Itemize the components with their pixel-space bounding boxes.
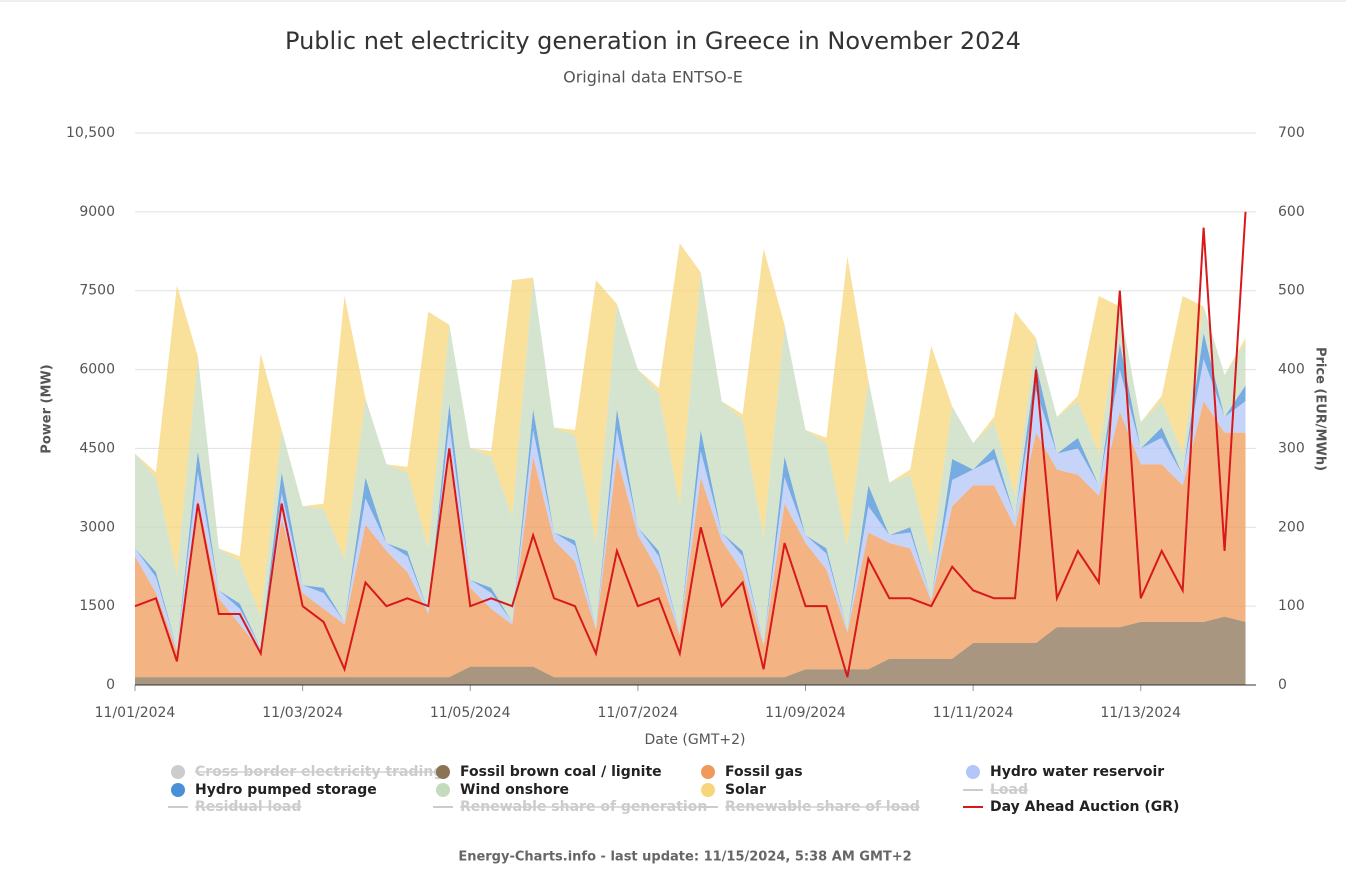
legend-label: Wind onshore — [460, 782, 569, 798]
x-axis-title: Date (GMT+2) — [645, 732, 746, 748]
y-tick-label: 1500 — [79, 598, 115, 614]
legend-marker — [171, 765, 185, 779]
x-tick-label: 11/03/2024 — [262, 705, 343, 721]
y-tick-label: 9000 — [79, 204, 115, 220]
y-tick-label: 6000 — [79, 362, 115, 378]
legend-label: Residual load — [195, 799, 301, 815]
legend-marker — [171, 783, 185, 797]
line — [134, 211, 1247, 678]
legend-label: Renewable share of generation — [460, 799, 707, 815]
area — [135, 243, 1246, 617]
legend-label: Renewable share of load — [725, 799, 920, 815]
y2-tick-label: 0 — [1278, 677, 1287, 693]
legend-label: Hydro pumped storage — [195, 782, 377, 798]
legend-label: Day Ahead Auction (GR) — [990, 799, 1179, 815]
area — [135, 359, 1246, 651]
y2-tick-label: 300 — [1278, 440, 1305, 456]
footer: Energy-Charts.info - last update: 11/15/… — [458, 850, 911, 865]
area — [135, 401, 1246, 678]
area — [135, 272, 1246, 649]
chart-title: Public net electricity generation in Gre… — [285, 27, 1021, 55]
y2-tick-label: 700 — [1278, 125, 1305, 141]
y2-tick-label: 600 — [1278, 204, 1305, 220]
legend-label: Cross border electricity trading — [195, 764, 443, 780]
legend-label: Hydro water reservoir — [990, 764, 1164, 780]
legend-label: Load — [990, 782, 1028, 798]
area — [135, 616, 1246, 685]
y2-tick-label: 100 — [1278, 598, 1305, 614]
y-axis-title: Power (MW) — [40, 364, 55, 453]
y-tick-label: 7500 — [79, 283, 115, 299]
legend-label: Fossil gas — [725, 764, 803, 780]
x-tick-label: 11/13/2024 — [1100, 705, 1181, 721]
legend-marker — [436, 765, 450, 779]
y-tick-label: 0 — [106, 677, 115, 693]
legend-marker — [966, 765, 980, 779]
y2-tick-label: 200 — [1278, 519, 1305, 535]
x-tick-label: 11/01/2024 — [95, 705, 176, 721]
y2-tick-label: 400 — [1278, 362, 1305, 378]
legend-marker — [701, 765, 715, 779]
y-tick-label: 10,500 — [66, 125, 115, 141]
x-tick-label: 11/05/2024 — [430, 705, 511, 721]
legend-marker — [436, 783, 450, 797]
y2-tick-label: 500 — [1278, 283, 1305, 299]
legend-marker — [701, 783, 715, 797]
area — [135, 332, 1246, 649]
x-tick-label: 11/07/2024 — [598, 705, 679, 721]
x-tick-label: 11/11/2024 — [933, 705, 1014, 721]
chart-subtitle: Original data ENTSO-E — [563, 68, 743, 87]
y-tick-label: 4500 — [79, 440, 115, 456]
x-tick-label: 11/09/2024 — [765, 705, 846, 721]
legend-label: Fossil brown coal / lignite — [460, 764, 662, 780]
legend-label: Solar — [725, 782, 766, 798]
y2-axis-title: Price (EUR/MWh) — [1313, 347, 1328, 471]
y-tick-label: 3000 — [79, 519, 115, 535]
